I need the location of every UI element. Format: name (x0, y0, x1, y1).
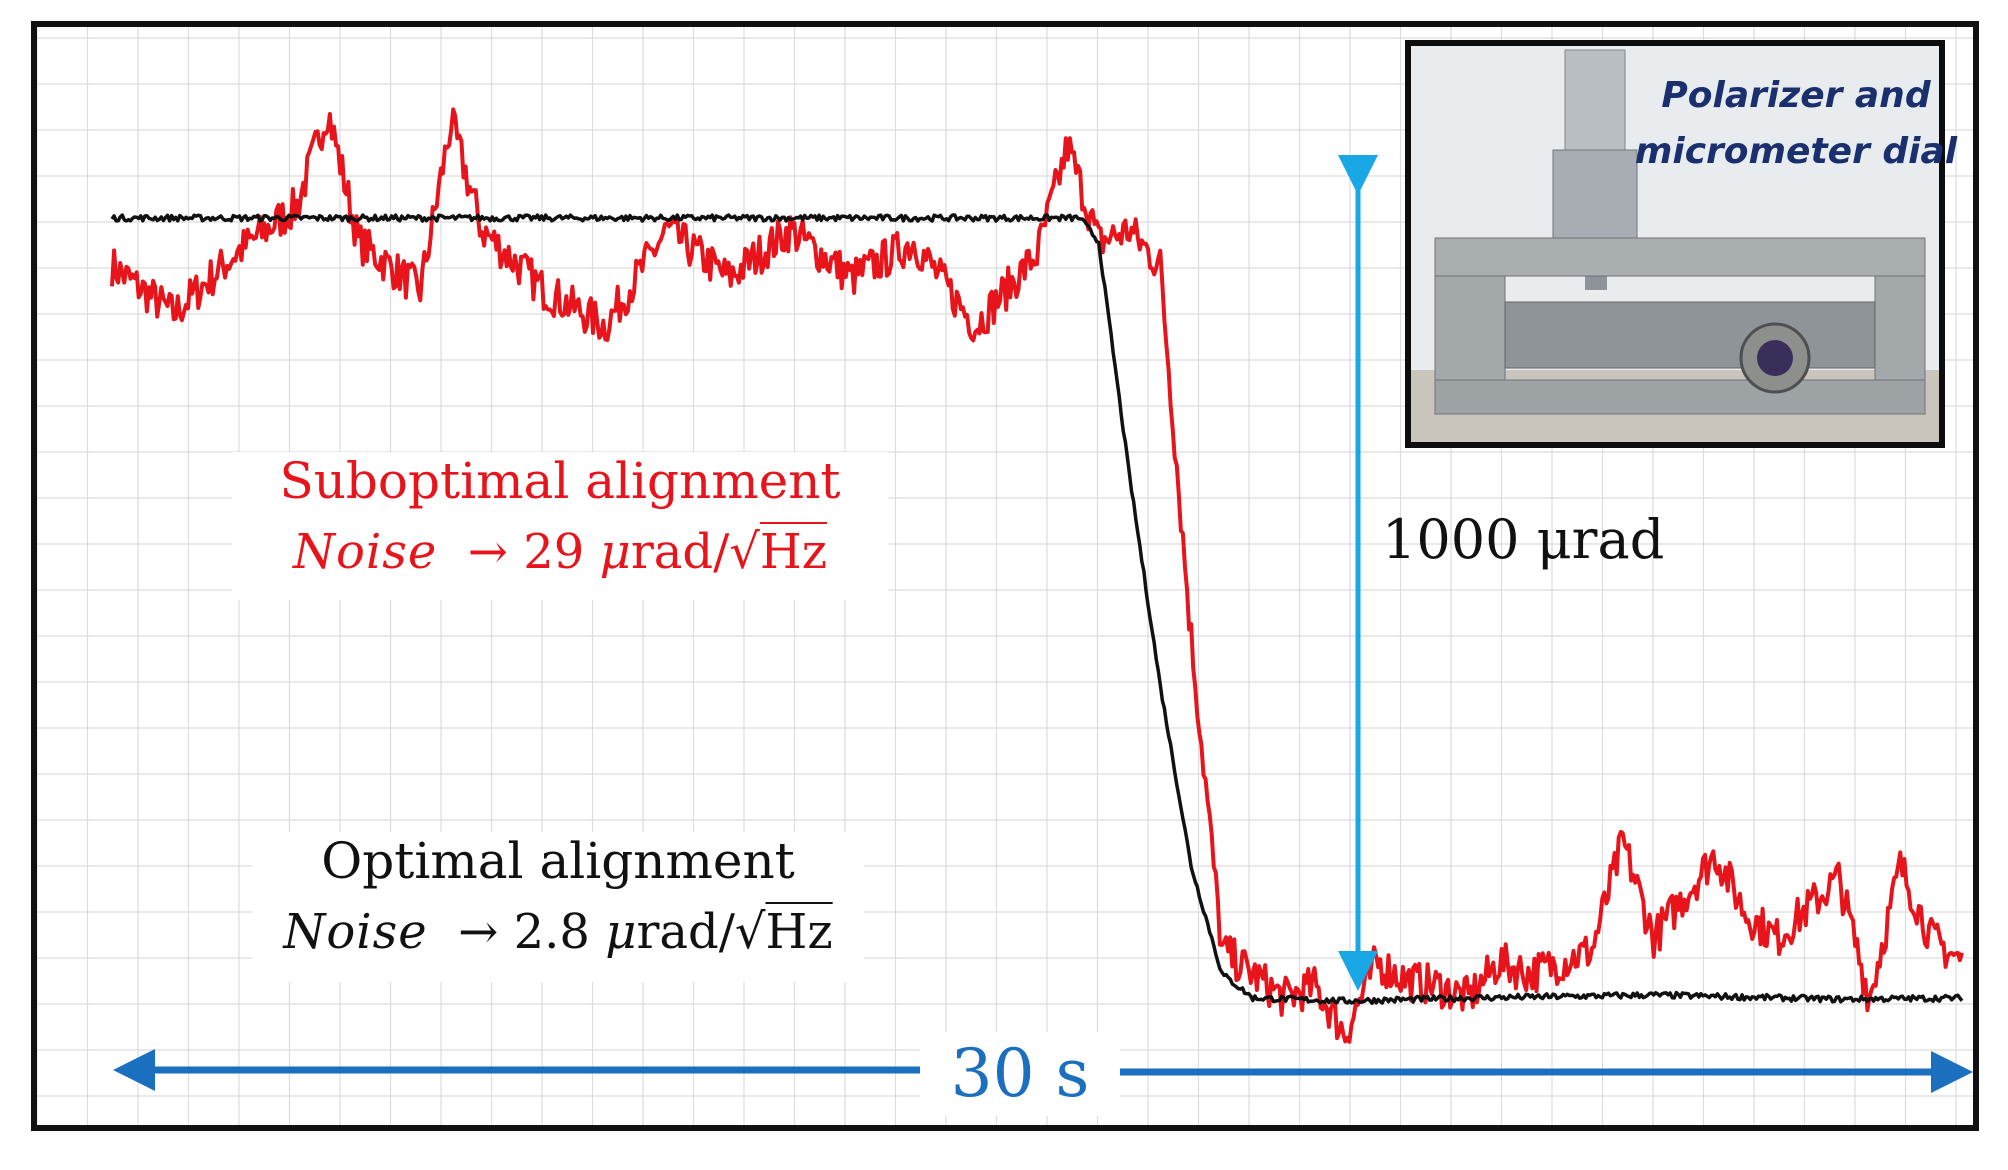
suboptimal-title: Suboptimal alignment (279, 452, 841, 510)
polarizer-slider (1504, 301, 1876, 369)
micrometer-body (1564, 49, 1626, 161)
optimal-title: Optimal alignment (321, 832, 795, 890)
frame-top-bar (1434, 237, 1926, 277)
frame-right-post (1874, 275, 1926, 387)
series-layer (110, 107, 1964, 1044)
micrometer-thimble (1552, 149, 1638, 241)
inset-photo (1405, 40, 1945, 448)
series-line-optimal (110, 213, 1964, 1006)
optimal-noise-line: Noise → 2.8 μrad/√Hz (283, 904, 833, 960)
optimal-label: Optimal alignment Noise → 2.8 μrad/√Hz (252, 832, 864, 982)
suboptimal-noise-line: Noise → 29 μrad/√Hz (292, 524, 828, 580)
step-size-label: 1000 μrad (1382, 508, 1665, 571)
time-span-label: 30 s (920, 1032, 1120, 1116)
frame-bottom-bar (1434, 379, 1926, 415)
polarizer-photo-illustration (1411, 46, 1939, 442)
polarizer-lens (1757, 340, 1793, 376)
frame-left-post (1434, 275, 1506, 387)
suboptimal-label: Suboptimal alignment Noise → 29 μrad/√Hz (232, 452, 888, 600)
series-line-suboptimal (110, 107, 1964, 1044)
plot-frame (31, 21, 1979, 1131)
inset-caption: Polarizer and micrometer dial (1634, 75, 1958, 172)
